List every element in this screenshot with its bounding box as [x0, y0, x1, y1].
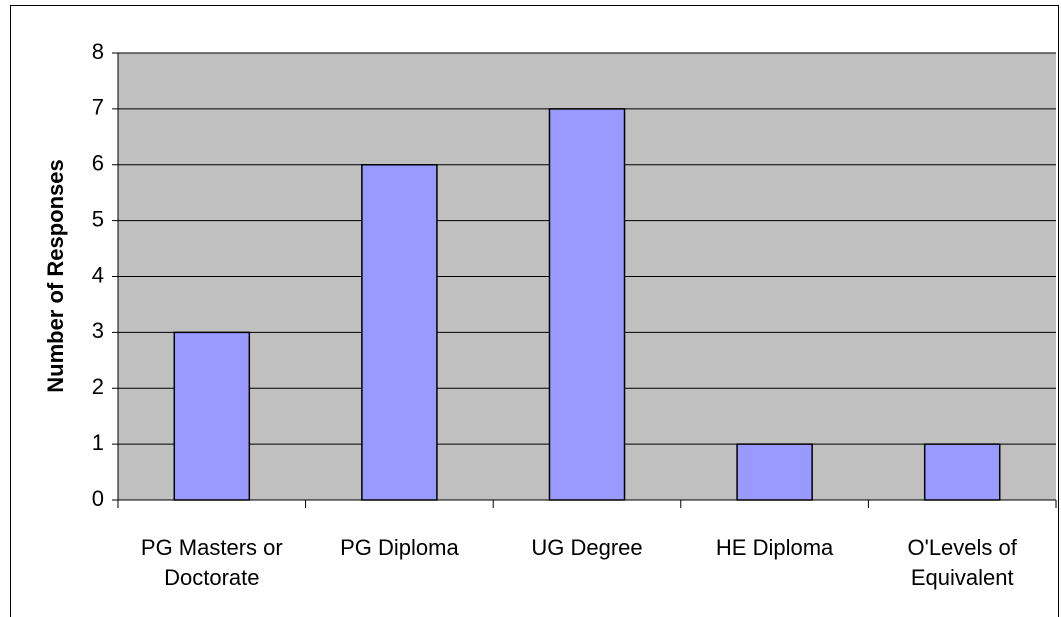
y-axis-label: Number of Responses: [43, 159, 68, 393]
bar: [173, 331, 251, 501]
y-tick-label: 8: [92, 39, 104, 64]
y-tick-label: 4: [92, 262, 104, 287]
y-tick-label: 6: [92, 151, 104, 176]
y-tick-label: 7: [92, 95, 104, 120]
bar: [923, 443, 1001, 501]
x-tick-label: PG Diploma: [340, 535, 459, 560]
y-tick-label: 2: [92, 374, 104, 399]
y-tick-label: 0: [92, 486, 104, 511]
bar: [361, 164, 438, 501]
y-tick-label: 5: [92, 206, 104, 231]
x-tick-label: PG Masters or Doctorate: [140, 535, 283, 590]
x-tick-label: O'Levels of Equivalent: [907, 535, 1017, 590]
chart-border: [10, 5, 1059, 617]
y-tick-label: 3: [92, 318, 104, 343]
bar: [736, 443, 813, 501]
x-tick-label: UG Degree: [531, 535, 643, 560]
y-tick-label: 1: [92, 430, 104, 455]
bar: [548, 108, 626, 501]
x-tick-label: HE Diploma: [715, 535, 834, 560]
